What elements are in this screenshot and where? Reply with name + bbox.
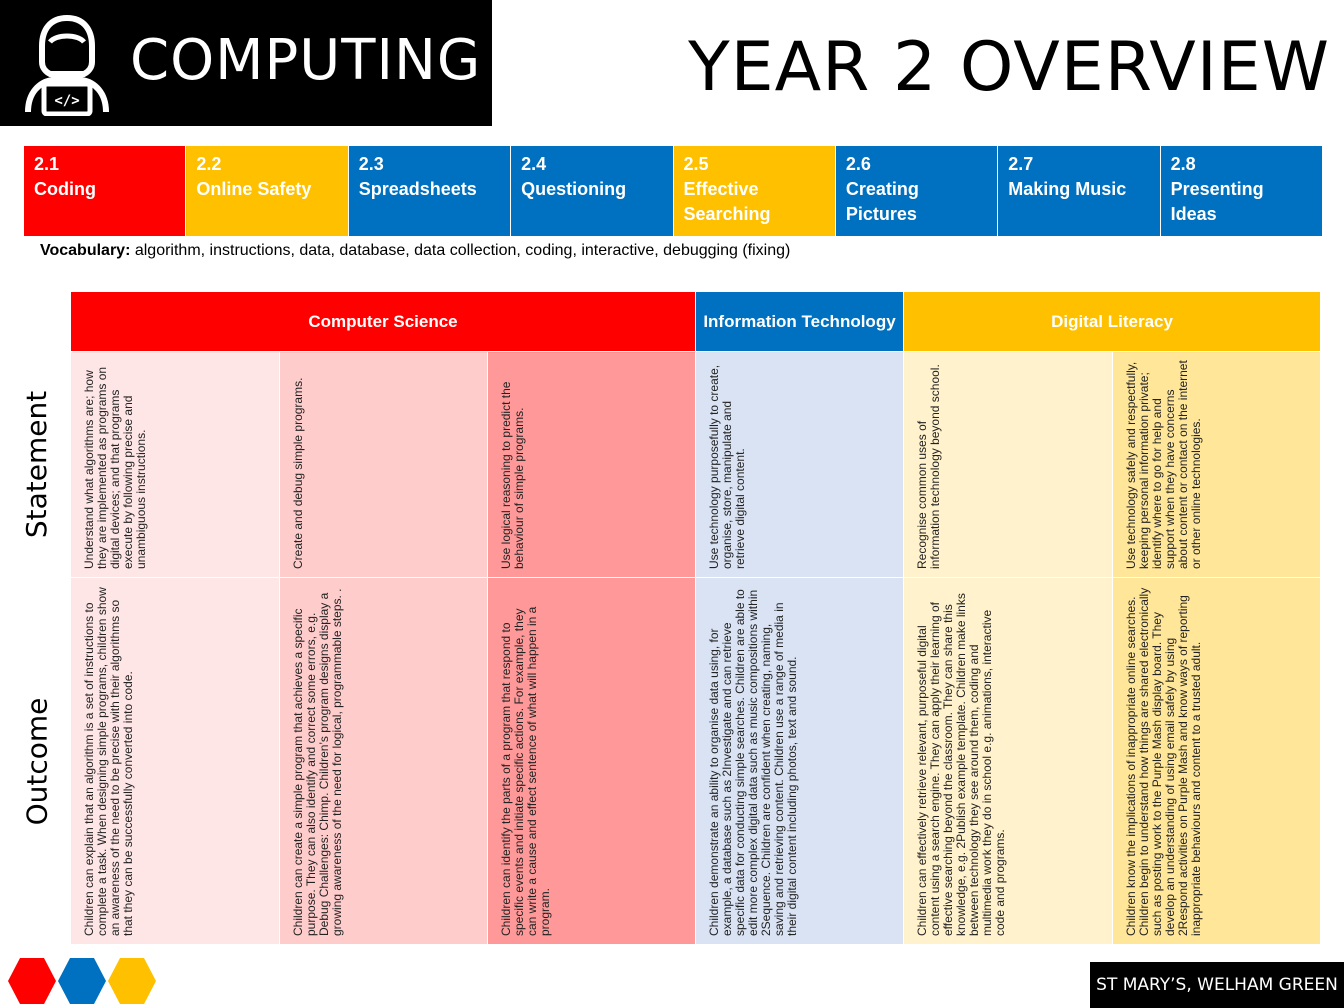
statement-cell: Create and debug simple programs.: [280, 352, 487, 577]
unit-name: Effective Searching: [683, 179, 771, 224]
statement-cell: Recognise common uses of information tec…: [904, 352, 1112, 577]
vocabulary-line: Vocabulary: algorithm, instructions, dat…: [40, 242, 790, 260]
unit-number: 2.3: [358, 154, 384, 174]
hexagon-logo-icon: [8, 958, 156, 1004]
statement-text: Create and debug simple programs.: [291, 377, 305, 569]
outcome-cell: Children can identify the parts of a pro…: [488, 578, 695, 944]
statement-cell: Use technology purposefully to create, o…: [696, 352, 903, 577]
unit-name: Creating Pictures: [845, 179, 919, 224]
unit-name: Questioning: [521, 179, 627, 199]
unit-2-8: 2.8 Presenting Ideas: [1160, 146, 1322, 236]
unit-number: 2.7: [1008, 154, 1034, 174]
coder-icon: </>: [25, 14, 109, 116]
outcome-text: Children know the implications of inappr…: [1124, 587, 1203, 936]
subject-title: COMPUTING: [130, 28, 482, 93]
title-banner: </> COMPUTING: [0, 0, 492, 126]
strand-digital-literacy: Digital Literacy: [904, 292, 1320, 351]
units-strip: 2.1 Coding 2.2 Online Safety 2.3 Spreadshee…: [24, 146, 1322, 236]
unit-2-2: 2.2 Online Safety: [186, 146, 349, 236]
statement-cell: Use technology safely and respectfully, …: [1113, 352, 1320, 577]
outcome-cell: Children demonstrate an ability to organ…: [696, 578, 903, 944]
hexagon-blue: [58, 958, 106, 1004]
unit-name: Spreadsheets: [358, 179, 477, 199]
unit-name: Making Music: [1008, 179, 1127, 199]
unit-2-1: 2.1 Coding: [24, 146, 187, 236]
outcome-cell: Children know the implications of inappr…: [1113, 578, 1320, 944]
row-label-statement: Statement: [16, 352, 58, 577]
outcome-text: Children can identify the parts of a pro…: [499, 606, 552, 936]
row-label-outcome: Outcome: [16, 578, 58, 944]
statement-text: Understand what algorithms are; how they…: [82, 366, 148, 569]
outcome-cell: Children can create a simple program tha…: [280, 578, 487, 944]
outcome-cell: Children can effectively retrieve releva…: [904, 578, 1112, 944]
statement-text: Use logical reasoning to predict the beh…: [499, 381, 526, 569]
outcome-text: Children demonstrate an ability to organ…: [707, 589, 799, 936]
hexagon-yellow: [108, 958, 156, 1004]
unit-number: 2.1: [34, 154, 60, 174]
outcome-cell: Children can explain that an algorithm i…: [71, 578, 279, 944]
statement-text: Use technology safely and respectfully, …: [1124, 360, 1203, 569]
statement-text: Recognise common uses of information tec…: [915, 364, 942, 569]
outcome-text: Children can create a simple program tha…: [291, 588, 344, 936]
unit-number: 2.2: [196, 154, 222, 174]
hexagon-red: [8, 958, 56, 1004]
statement-text: Use technology purposefully to create, o…: [707, 364, 747, 569]
unit-2-5: 2.5 Effective Searching: [673, 146, 836, 236]
unit-name: Online Safety: [196, 179, 312, 199]
unit-name: Coding: [34, 179, 96, 199]
row-label-text: Statement: [20, 390, 54, 539]
unit-number: 2.5: [683, 154, 709, 174]
unit-number: 2.8: [1170, 154, 1196, 174]
outcome-text: Children can effectively retrieve releva…: [915, 593, 1007, 936]
statement-cell: Use logical reasoning to predict the beh…: [488, 352, 695, 577]
page-title: YEAR 2 OVERVIEW: [688, 28, 1330, 107]
unit-2-4: 2.4 Questioning: [511, 146, 674, 236]
svg-text:</>: </>: [54, 93, 79, 109]
school-name: ST MARY’S, WELHAM GREEN: [1090, 962, 1344, 1008]
vocabulary-text: algorithm, instructions, data, database,…: [130, 242, 791, 259]
unit-name: Presenting Ideas: [1170, 179, 1264, 224]
statement-cell: Understand what algorithms are; how they…: [71, 352, 279, 577]
row-label-text: Outcome: [20, 697, 54, 825]
vocabulary-label: Vocabulary:: [40, 242, 131, 259]
unit-number: 2.4: [521, 154, 547, 174]
unit-2-7: 2.7 Making Music: [998, 146, 1161, 236]
outcome-text: Children can explain that an algorithm i…: [82, 587, 135, 936]
unit-2-3: 2.3 Spreadsheets: [348, 146, 512, 236]
strand-computer-science: Computer Science: [71, 292, 695, 351]
unit-number: 2.6: [845, 154, 871, 174]
unit-2-6: 2.6 Creating Pictures: [835, 146, 999, 236]
strand-information-technology: Information Technology: [696, 292, 903, 351]
